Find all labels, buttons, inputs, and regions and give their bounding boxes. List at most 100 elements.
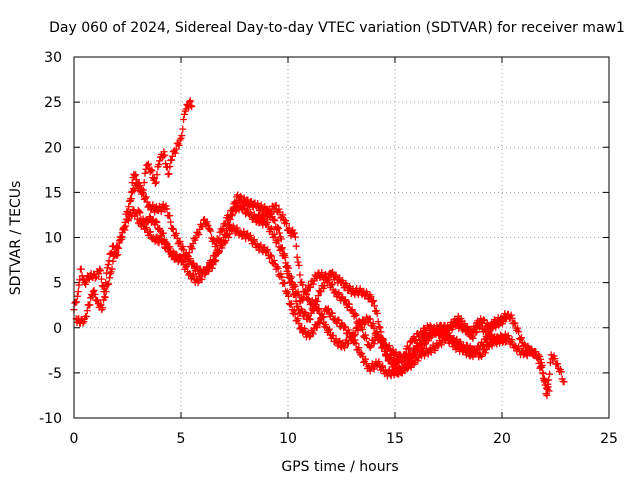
data-point-marker <box>139 186 147 194</box>
data-point-marker <box>508 336 516 344</box>
data-point-marker <box>188 103 196 111</box>
data-point-marker <box>453 317 461 325</box>
data-point-marker <box>484 343 492 351</box>
data-point-marker <box>305 333 313 341</box>
data-point-marker <box>263 211 271 219</box>
data-point-marker <box>273 263 281 271</box>
data-point-marker <box>324 327 332 335</box>
data-point-marker <box>376 324 384 332</box>
data-point-marker <box>175 141 183 149</box>
data-point-marker <box>109 242 117 250</box>
data-point-marker <box>293 253 301 261</box>
data-point-marker <box>308 297 316 305</box>
data-point-marker <box>290 281 298 289</box>
x-axis-label: GPS time / hours <box>281 459 398 475</box>
data-point-marker <box>109 243 117 251</box>
data-point-marker <box>184 252 192 260</box>
data-point-marker <box>370 340 378 348</box>
data-point-marker <box>272 201 280 209</box>
data-point-marker <box>277 244 285 252</box>
data-point-marker <box>284 264 292 272</box>
data-point-marker <box>140 179 148 187</box>
data-point-marker <box>82 312 90 320</box>
data-point-marker <box>350 332 358 340</box>
data-point-marker <box>108 265 116 273</box>
data-point-marker <box>405 344 413 352</box>
data-point-marker <box>369 320 377 328</box>
data-point-marker <box>275 229 283 237</box>
data-point-marker <box>427 348 435 356</box>
data-point-marker <box>411 336 419 344</box>
data-point-marker <box>225 221 233 229</box>
data-point-marker <box>279 211 287 219</box>
data-point-marker <box>226 230 234 238</box>
data-point-marker <box>174 140 182 148</box>
data-point-marker <box>186 98 194 106</box>
data-point-marker <box>291 282 299 290</box>
data-point-marker <box>163 205 171 213</box>
data-point-marker <box>341 344 349 352</box>
data-point-marker <box>457 319 465 327</box>
data-point-marker <box>370 297 378 305</box>
data-point-marker <box>378 363 386 371</box>
data-point-marker <box>166 212 174 220</box>
data-point-marker <box>144 160 152 168</box>
data-point-marker <box>151 179 159 187</box>
data-point-marker <box>362 355 370 363</box>
data-point-marker <box>129 206 137 214</box>
data-point-marker <box>401 351 409 359</box>
data-point-marker <box>294 302 302 310</box>
data-point-marker <box>281 252 289 260</box>
data-point-marker <box>335 289 343 297</box>
data-point-marker <box>495 321 503 329</box>
data-point-marker <box>303 290 311 298</box>
data-point-marker <box>314 292 322 300</box>
data-point-marker <box>295 261 303 269</box>
data-point-marker <box>233 224 241 232</box>
data-point-marker <box>274 223 282 231</box>
data-point-marker <box>517 334 525 342</box>
data-point-marker <box>282 220 290 228</box>
data-point-marker <box>208 258 216 266</box>
data-point-marker <box>218 244 226 252</box>
data-point-marker <box>306 315 314 323</box>
data-point-marker <box>188 245 196 253</box>
data-point-marker <box>128 179 136 187</box>
data-point-marker <box>127 212 135 220</box>
data-point-marker <box>545 387 553 395</box>
data-point-marker <box>538 361 546 369</box>
data-point-marker <box>113 243 121 251</box>
data-point-marker <box>551 355 559 363</box>
y-tick-label: 20 <box>44 140 62 156</box>
data-point-marker <box>215 235 223 243</box>
data-point-marker <box>193 262 201 270</box>
data-point-marker <box>112 250 120 258</box>
data-point-marker <box>168 224 176 232</box>
data-point-marker <box>323 306 331 314</box>
data-point-marker <box>153 218 161 226</box>
data-point-marker <box>270 256 278 264</box>
data-point-marker <box>420 340 428 348</box>
data-point-marker <box>100 293 108 301</box>
data-point-marker <box>355 344 363 352</box>
data-point-marker <box>109 257 117 265</box>
data-point-marker <box>274 264 282 272</box>
data-point-marker <box>546 370 554 378</box>
data-point-marker <box>77 265 85 273</box>
data-point-marker <box>162 241 170 249</box>
data-point-marker <box>414 357 422 365</box>
data-point-marker <box>146 228 154 236</box>
data-point-marker <box>236 192 244 200</box>
data-point-marker <box>277 270 285 278</box>
data-point-marker <box>86 301 94 309</box>
data-point-marker <box>264 218 272 226</box>
data-point-marker <box>414 347 422 355</box>
data-point-marker <box>292 242 300 250</box>
data-point-marker <box>179 243 187 251</box>
data-point-marker <box>291 310 299 318</box>
y-tick-label: 30 <box>44 50 62 66</box>
y-axis-label: SDTVAR / TECUs <box>8 181 24 296</box>
data-point-marker <box>155 161 163 169</box>
axis-ticks: 0 5 10 15 20 25 -10 -5 0 5 10 15 20 25 30 <box>39 50 618 447</box>
